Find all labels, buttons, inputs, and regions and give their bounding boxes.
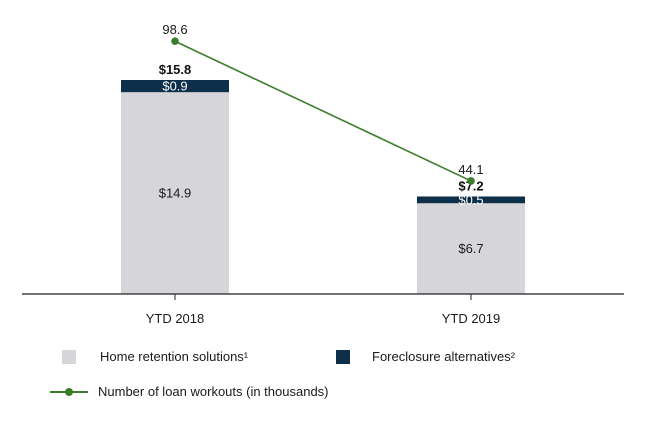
bar-label-foreclosure-1: $0.5: [458, 192, 483, 207]
bar-label-foreclosure-0: $0.9: [162, 79, 187, 94]
bar-home-retention-0: [121, 92, 229, 294]
total-label-0: $15.8: [159, 62, 192, 77]
total-label-1: $7.2: [458, 178, 483, 193]
line-point-label-1: 44.1: [458, 162, 483, 177]
bar-foreclosure-1: [417, 196, 525, 204]
line-series-loan-workouts: [174, 40, 472, 182]
line-point-label-0: 98.6: [162, 22, 187, 37]
bar-label-home-retention-0: $14.9: [159, 186, 192, 201]
bar-label-home-retention-1: $6.7: [458, 241, 483, 256]
line-point-1: [467, 177, 475, 185]
x-tick-label-1: YTD 2019: [442, 311, 501, 326]
bar-home-retention-1: [417, 203, 525, 294]
bar-foreclosure-0: [121, 80, 229, 93]
x-tick-label-0: YTD 2018: [146, 311, 205, 326]
line-point-0: [171, 37, 179, 46]
